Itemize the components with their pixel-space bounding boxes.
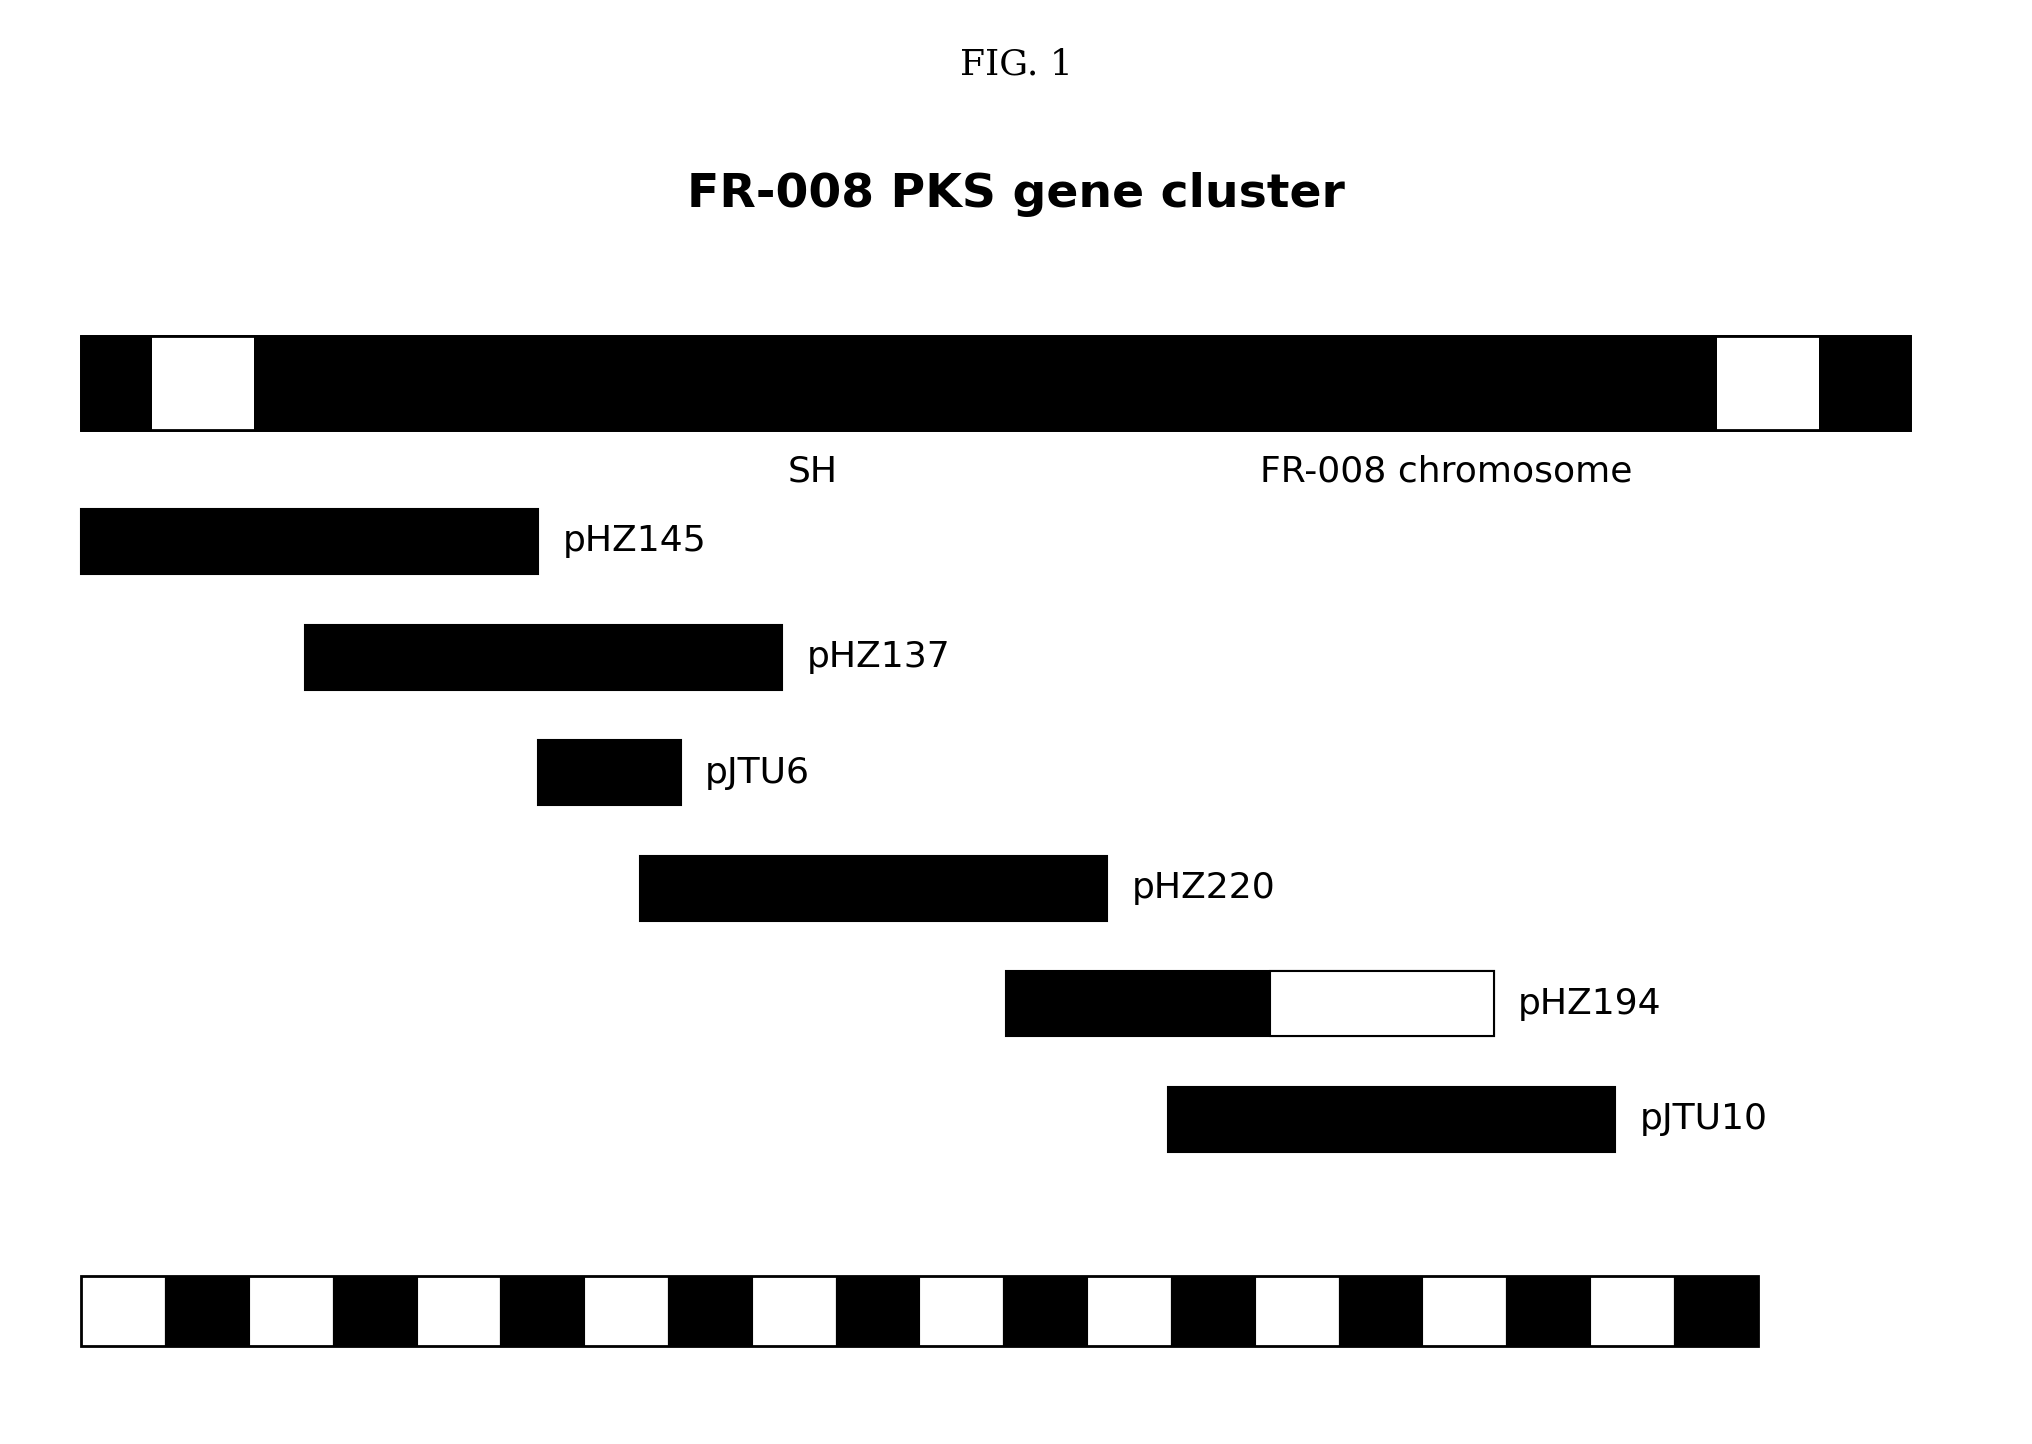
Bar [1589,1276,1674,1346]
Bar [112,336,122,430]
Bar [500,1276,585,1346]
Bar [305,624,782,689]
Bar [81,336,1910,430]
Bar [538,739,681,806]
Bar [152,336,254,430]
Bar [1422,1276,1506,1346]
Bar [81,336,1910,430]
Bar [1506,1276,1589,1346]
Bar [417,1276,500,1346]
Text: FR-008 chromosome: FR-008 chromosome [1260,455,1632,490]
Bar [1884,336,1898,430]
Bar [918,1276,1004,1346]
Bar [1339,1276,1422,1346]
Text: pHZ145: pHZ145 [563,524,707,559]
Bar [1674,1276,1758,1346]
Bar [669,1276,752,1346]
Bar [165,1276,248,1346]
Bar [333,1276,417,1346]
Bar [640,855,1107,921]
Bar [1254,1276,1339,1346]
Text: SH: SH [788,455,837,490]
Bar [132,336,142,430]
Text: pHZ220: pHZ220 [1132,871,1276,905]
Bar [1717,336,1819,430]
Bar [81,508,538,573]
Text: pHZ137: pHZ137 [807,640,951,674]
Bar [248,1276,333,1346]
Bar [585,1276,669,1346]
Bar [1168,1086,1615,1152]
Bar [752,1276,835,1346]
Bar [1004,1276,1087,1346]
Bar [1831,336,1845,430]
Text: FIG. 1: FIG. 1 [959,48,1073,82]
Bar [91,336,102,430]
Bar [1006,972,1494,1037]
Bar [1170,1276,1254,1346]
Bar [81,1276,1758,1346]
Bar [835,1276,918,1346]
Bar [81,1276,165,1346]
Text: FR-008 PKS gene cluster: FR-008 PKS gene cluster [687,172,1345,218]
Text: pHZ194: pHZ194 [1518,986,1662,1021]
Bar [1270,972,1494,1037]
Text: pJTU10: pJTU10 [1640,1102,1768,1136]
Text: pJTU6: pJTU6 [705,755,811,790]
Bar [1857,336,1871,430]
Bar [1087,1276,1170,1346]
